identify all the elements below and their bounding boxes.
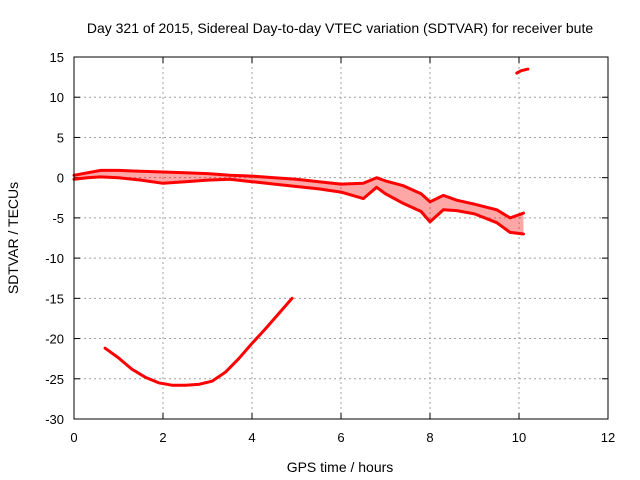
y-axis-label: SDTVAR / TECUs [5,182,21,294]
series-lower-arc [103,296,294,387]
y-tick-label: 0 [57,171,64,186]
series-top-fragment [515,67,530,75]
grid [74,57,608,419]
y-tick-label: 5 [57,130,64,145]
chart-title: Day 321 of 2015, Sidereal Day-to-day VTE… [87,20,594,36]
series-main-band-upper [72,168,525,220]
y-tick-label: -5 [52,211,64,226]
y-tick-label: -25 [45,372,64,387]
x-tick-label: 0 [70,430,77,445]
plot-frame [73,56,609,420]
y-tick-label: 15 [50,50,64,65]
x-tick-label: 12 [601,430,615,445]
x-tick-label: 2 [159,430,166,445]
x-tick-label: 6 [337,430,344,445]
x-tick-label: 8 [426,430,433,445]
series-layer [72,67,530,387]
y-tick-label: -20 [45,332,64,347]
y-tick-label: -30 [45,412,64,427]
x-tick-label: 4 [248,430,255,445]
series-main-band-lower [72,175,525,236]
y-tick-label: -15 [45,291,64,306]
x-axis-label: GPS time / hours [287,459,394,475]
axes: 0 2 4 6 8 10 12 15 10 5 0 -5 -10 -15 -20 -25 -30 [45,50,615,445]
y-tick-label: -10 [45,251,64,266]
x-tick-label: 10 [512,430,526,445]
y-tick-label: 10 [50,90,64,105]
